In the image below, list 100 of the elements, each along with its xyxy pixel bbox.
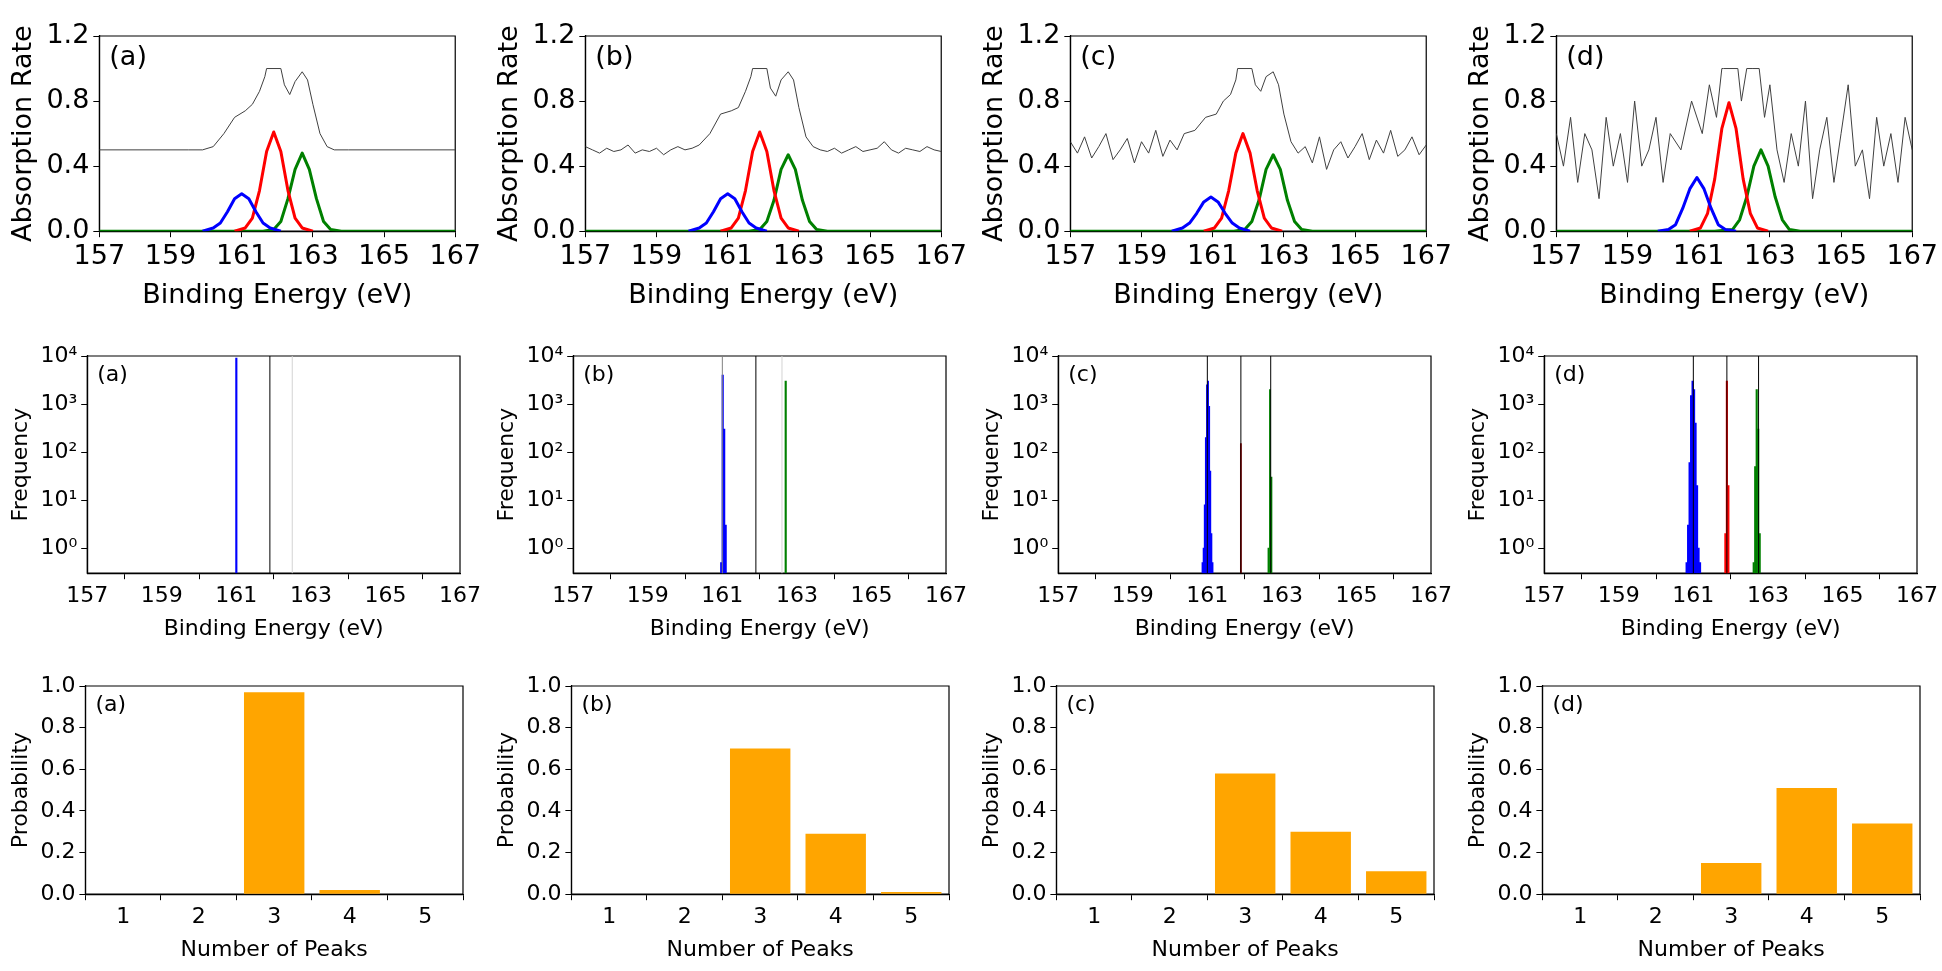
x-tick-label: 157 xyxy=(66,582,109,608)
x-tick-label: 157 xyxy=(1037,582,1080,608)
x-tick-label: 163 xyxy=(1743,239,1796,271)
y-tick-label: 1.0 xyxy=(1496,671,1532,697)
x-tick-label: 1 xyxy=(601,903,616,929)
y-tick-label: 10⁴ xyxy=(1496,341,1534,367)
y-axis-title: Absorption Rate xyxy=(491,25,523,242)
y-tick-label: 10¹ xyxy=(525,485,563,511)
x-tick-label: 2 xyxy=(1162,903,1177,929)
y-tick-label: 0.2 xyxy=(525,838,561,864)
y-tick-label: 10² xyxy=(1011,437,1049,463)
annotation: (a) xyxy=(97,360,128,386)
x-tick-label: 167 xyxy=(914,239,967,271)
x-tick-label: 163 xyxy=(1260,582,1303,608)
y-tick-label: 0.4 xyxy=(531,148,575,180)
annotation: (a) xyxy=(109,39,147,71)
x-tick-label: 165 xyxy=(1329,239,1381,271)
x-axis-title: Number of Peaks xyxy=(180,935,368,961)
y-tick-label: 0.6 xyxy=(1011,755,1047,780)
x-tick-label: 1 xyxy=(116,903,131,929)
annotation: (c) xyxy=(1066,690,1096,716)
x-tick-label: 167 xyxy=(1895,582,1938,608)
x-tick-label: 167 xyxy=(429,239,482,271)
x-tick-label: 165 xyxy=(1814,239,1867,271)
y-axis-title: Probability xyxy=(1463,731,1489,849)
y-tick-label: 10⁰ xyxy=(1496,533,1534,559)
x-tick-label: 161 xyxy=(1186,582,1229,608)
y-tick-label: 0.6 xyxy=(525,755,561,780)
x-tick-label: 4 xyxy=(342,903,357,929)
y-tick-label: 0.8 xyxy=(531,83,575,115)
y-tick-label: 10⁴ xyxy=(40,341,78,367)
y-tick-label: 0.8 xyxy=(1496,713,1532,739)
annotation: (c) xyxy=(1080,39,1117,71)
x-axis-title: Binding Energy (eV) xyxy=(1598,277,1869,309)
y-tick-label: 10⁰ xyxy=(40,533,78,559)
x-tick-label: 159 xyxy=(1601,239,1653,271)
y-tick-label: 1.0 xyxy=(40,671,76,697)
x-tick-label: 5 xyxy=(418,903,433,929)
y-tick-label: 0.0 xyxy=(40,879,76,905)
y-tick-label: 10⁰ xyxy=(525,533,563,559)
x-tick-label: 2 xyxy=(1648,903,1663,929)
x-tick-label: 165 xyxy=(1335,582,1378,608)
y-tick-label: 10³ xyxy=(40,389,78,415)
y-tick-label: 0.4 xyxy=(1017,148,1061,180)
y-axis-title: Absorption Rate xyxy=(6,25,38,242)
y-axis-title: Probability xyxy=(492,731,518,849)
y-tick-label: 1.2 xyxy=(1017,18,1061,50)
x-tick-label: 165 xyxy=(1820,582,1863,608)
y-tick-label: 1.0 xyxy=(525,671,561,697)
y-tick-label: 1.2 xyxy=(1502,18,1546,50)
y-tick-label: 10¹ xyxy=(1011,485,1049,511)
y-tick-label: 1.2 xyxy=(46,18,90,50)
y-tick-label: 0.8 xyxy=(1011,713,1047,739)
x-tick-label: 163 xyxy=(287,239,339,271)
x-tick-label: 163 xyxy=(775,582,818,608)
y-tick-label: 0.2 xyxy=(1496,838,1532,864)
annotation: (d) xyxy=(1553,360,1585,386)
x-axis-title: Binding Energy (eV) xyxy=(163,614,384,640)
x-tick-label: 157 xyxy=(1522,582,1565,608)
x-tick-label: 159 xyxy=(626,582,669,608)
y-tick-label: 10³ xyxy=(525,389,563,415)
x-tick-label: 4 xyxy=(1313,903,1328,929)
x-tick-label: 167 xyxy=(1410,582,1452,608)
x-tick-label: 161 xyxy=(700,582,743,608)
annotation: (d) xyxy=(1565,39,1605,71)
x-tick-label: 2 xyxy=(191,903,206,929)
y-tick-label: 0.0 xyxy=(525,879,561,905)
y-axis-title: Absorption Rate xyxy=(1462,25,1494,242)
y-axis-title: Frequency xyxy=(492,407,518,522)
x-tick-label: 167 xyxy=(439,582,481,608)
y-axis-title: Frequency xyxy=(1463,407,1489,522)
annotation: (a) xyxy=(95,690,127,716)
y-tick-label: 0.4 xyxy=(1011,796,1047,822)
y-tick-label: 0.8 xyxy=(525,713,561,739)
x-tick-label: 161 xyxy=(215,582,258,608)
y-tick-label: 0.8 xyxy=(1017,83,1061,115)
x-tick-label: 165 xyxy=(358,239,410,271)
x-tick-label: 5 xyxy=(1389,903,1404,929)
y-tick-label: 10² xyxy=(1496,437,1534,463)
y-tick-label: 10² xyxy=(40,437,78,463)
y-tick-label: 0.4 xyxy=(1502,148,1546,180)
x-tick-label: 1 xyxy=(1087,903,1102,929)
x-axis-title: Binding Energy (eV) xyxy=(1620,614,1841,640)
x-tick-label: 161 xyxy=(1186,239,1239,271)
x-tick-label: 5 xyxy=(1874,903,1889,929)
y-tick-label: 0.2 xyxy=(40,838,76,864)
y-axis-title: Absorption Rate xyxy=(977,25,1009,242)
x-tick-label: 163 xyxy=(289,582,332,608)
y-tick-label: 10³ xyxy=(1496,389,1534,415)
x-tick-label: 159 xyxy=(144,239,197,271)
y-axis-title: Frequency xyxy=(977,407,1003,522)
x-tick-label: 165 xyxy=(843,239,896,271)
y-tick-label: 0.4 xyxy=(525,796,561,822)
y-tick-label: 10³ xyxy=(1011,389,1049,415)
x-tick-label: 5 xyxy=(903,903,918,929)
x-tick-label: 163 xyxy=(1258,239,1310,271)
x-tick-label: 4 xyxy=(828,903,843,929)
y-axis-title: Probability xyxy=(6,731,32,849)
y-tick-label: 10¹ xyxy=(40,485,78,511)
x-tick-label: 161 xyxy=(215,239,268,271)
